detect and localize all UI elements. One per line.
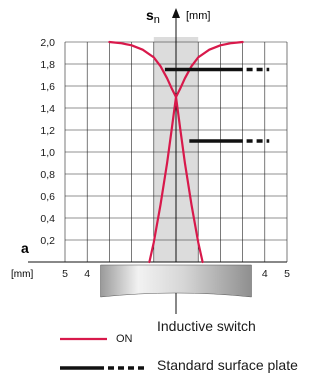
sensor-body bbox=[100, 264, 252, 314]
y-tick-label: 1,2 bbox=[40, 125, 55, 137]
y-tick-label: 0,6 bbox=[40, 191, 55, 203]
y-tick-label: 0,4 bbox=[40, 213, 55, 225]
sensor-block bbox=[100, 264, 252, 298]
legend-label-standard-surface-plate: Standard surface plate bbox=[157, 357, 298, 373]
x-tick-label: 5 bbox=[284, 268, 290, 280]
x-tick-label: 4 bbox=[262, 268, 268, 280]
x-axis-unit: [mm] bbox=[11, 269, 33, 280]
y-tick-label: 0,8 bbox=[40, 169, 55, 181]
y-tick-label: 1,6 bbox=[40, 81, 55, 93]
legend-label-on: ON bbox=[116, 333, 133, 345]
y-axis-unit: [mm] bbox=[186, 10, 210, 22]
y-tick-label: 0,2 bbox=[40, 235, 55, 247]
y-axis-arrow bbox=[172, 8, 180, 18]
y-tick-label: 2,0 bbox=[40, 37, 55, 49]
x-axis-symbol: a bbox=[21, 240, 29, 256]
x-tick-label: 4 bbox=[84, 268, 90, 280]
series-on-curve bbox=[108, 40, 204, 264]
annotation-inductive-switch: Inductive switch bbox=[157, 318, 256, 334]
y-axis-symbol: sn bbox=[146, 7, 160, 26]
x-tick-label: 5 bbox=[62, 268, 68, 280]
y-tick-labels: 0,2 0,4 0,6 0,8 1,0 1,2 1,4 1,6 1,8 2,0 bbox=[40, 37, 55, 247]
legend-swatches bbox=[60, 337, 145, 370]
series-on-curve bbox=[148, 40, 244, 264]
y-tick-label: 1,4 bbox=[40, 103, 55, 115]
y-tick-label: 1,0 bbox=[40, 147, 55, 159]
y-tick-label: 1,8 bbox=[40, 59, 55, 71]
axes bbox=[28, 8, 287, 263]
series-lines bbox=[108, 40, 270, 264]
